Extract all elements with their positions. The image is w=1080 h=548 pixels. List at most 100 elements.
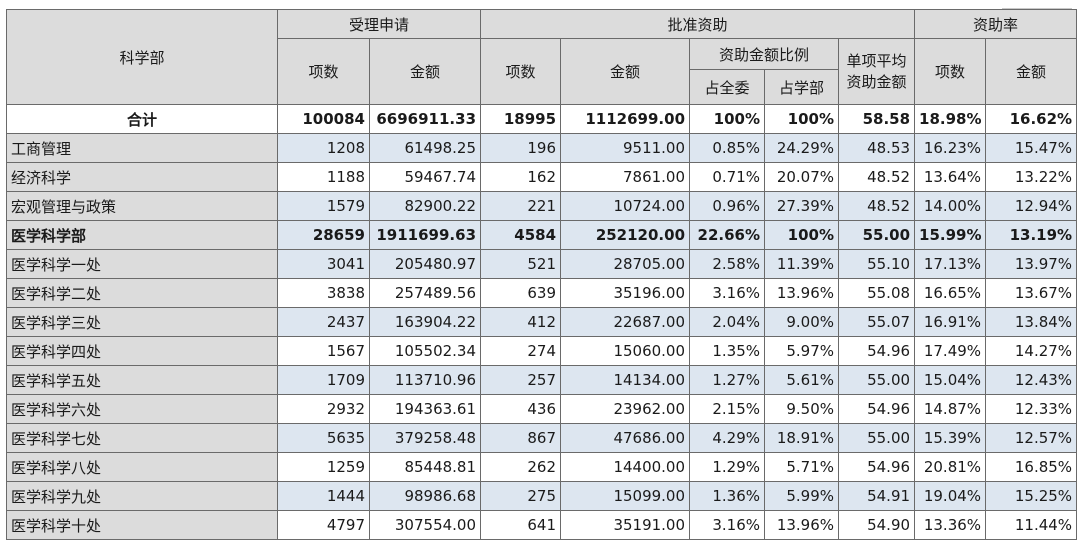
cell-share-dept: 13.96% (764, 278, 840, 308)
cell-avg: 54.96 (838, 336, 916, 366)
cell-avg: 54.90 (838, 510, 916, 540)
cell-share-all: 4.29% (689, 423, 766, 453)
cell-ok-amount: 1112699.00 (560, 104, 691, 134)
cell-app-amount: 6696911.33 (368, 104, 482, 134)
cell-ok-count: 257 (480, 365, 562, 395)
cell-avg: 55.00 (838, 220, 916, 250)
cell-ok-amount: 35196.00 (560, 278, 691, 308)
cell-ok-count: 162 (480, 162, 562, 192)
cell-rate-amount: 15.25% (985, 481, 1078, 511)
row-name: 医学科学五处 (6, 365, 278, 395)
cell-app-count: 2437 (277, 307, 370, 337)
header-rate-count: 项数 (914, 38, 987, 105)
cell-rate-amount: 16.85% (985, 452, 1078, 482)
header-share-all: 占全委 (689, 69, 766, 105)
table-row: 医学科学一处 3041 205480.97 521 28705.00 2.58%… (6, 249, 1078, 279)
cell-app-count: 3041 (277, 249, 370, 279)
table-row: 医学科学八处 1259 85448.81 262 14400.00 1.29% … (6, 452, 1078, 482)
cell-rate-amount: 13.84% (985, 307, 1078, 337)
cell-ok-count: 521 (480, 249, 562, 279)
cell-app-count: 3838 (277, 278, 370, 308)
header-rate-amount: 金额 (985, 38, 1078, 105)
cell-ok-amount: 14400.00 (560, 452, 691, 482)
cell-ok-count: 18995 (480, 104, 562, 134)
cell-ok-amount: 7861.00 (560, 162, 691, 192)
cell-avg: 55.08 (838, 278, 916, 308)
cell-avg: 54.91 (838, 481, 916, 511)
cell-share-all: 2.58% (689, 249, 766, 279)
cell-ok-amount: 22687.00 (560, 307, 691, 337)
header-ok-amount: 金额 (560, 38, 691, 105)
row-name: 医学科学七处 (6, 423, 278, 453)
cell-avg: 55.00 (838, 365, 916, 395)
cell-app-amount: 61498.25 (368, 133, 482, 163)
cell-ok-count: 641 (480, 510, 562, 540)
cell-rate-amount: 16.62% (985, 104, 1078, 134)
funding-table: 科学部 受理申请 批准资助 资助率 项数 金额 项数 金额 资助金额比例 单项平… (6, 9, 1078, 540)
cell-ok-count: 867 (480, 423, 562, 453)
cell-app-amount: 307554.00 (368, 510, 482, 540)
cell-app-count: 2932 (277, 394, 370, 424)
row-name: 医学科学六处 (6, 394, 278, 424)
table-row: 医学科学十处 4797 307554.00 641 35191.00 3.16%… (6, 510, 1078, 540)
cell-app-count: 28659 (277, 220, 370, 250)
cell-ok-amount: 28705.00 (560, 249, 691, 279)
cell-app-amount: 205480.97 (368, 249, 482, 279)
table-row: 经济科学 1188 59467.74 162 7861.00 0.71% 20.… (6, 162, 1078, 192)
cell-rate-count: 16.91% (914, 307, 987, 337)
cell-ok-amount: 15060.00 (560, 336, 691, 366)
table-row: 宏观管理与政策 1579 82900.22 221 10724.00 0.96%… (6, 191, 1078, 221)
header-rate: 资助率 (914, 9, 1078, 39)
cell-ok-amount: 15099.00 (560, 481, 691, 511)
cell-share-dept: 5.61% (764, 365, 840, 395)
cell-ok-amount: 252120.00 (560, 220, 691, 250)
cell-app-count: 1579 (277, 191, 370, 221)
cell-ok-amount: 47686.00 (560, 423, 691, 453)
cell-avg: 48.53 (838, 133, 916, 163)
cell-app-count: 100084 (277, 104, 370, 134)
row-name: 医学科学四处 (6, 336, 278, 366)
row-name: 宏观管理与政策 (6, 191, 278, 221)
cell-share-all: 1.35% (689, 336, 766, 366)
cell-share-all: 2.04% (689, 307, 766, 337)
cell-avg: 54.96 (838, 394, 916, 424)
cell-rate-amount: 11.44% (985, 510, 1078, 540)
cell-rate-count: 15.04% (914, 365, 987, 395)
cell-share-all: 22.66% (689, 220, 766, 250)
header-share-dept: 占学部 (764, 69, 840, 105)
cell-share-dept: 11.39% (764, 249, 840, 279)
cell-ok-count: 221 (480, 191, 562, 221)
cell-share-dept: 20.07% (764, 162, 840, 192)
header-approved: 批准资助 (480, 9, 916, 39)
cell-rate-count: 18.98% (914, 104, 987, 134)
cell-rate-count: 14.00% (914, 191, 987, 221)
corner-rule (1002, 0, 1072, 9)
cell-share-dept: 5.97% (764, 336, 840, 366)
cell-ok-amount: 23962.00 (560, 394, 691, 424)
table-row: 医学科学三处 2437 163904.22 412 22687.00 2.04%… (6, 307, 1078, 337)
cell-ok-count: 196 (480, 133, 562, 163)
cell-rate-amount: 13.22% (985, 162, 1078, 192)
table-row: 医学科学二处 3838 257489.56 639 35196.00 3.16%… (6, 278, 1078, 308)
cell-avg: 55.07 (838, 307, 916, 337)
cell-app-amount: 379258.48 (368, 423, 482, 453)
cell-avg: 54.96 (838, 452, 916, 482)
table-row: 医学科学四处 1567 105502.34 274 15060.00 1.35%… (6, 336, 1078, 366)
cell-rate-count: 15.99% (914, 220, 987, 250)
header-ratio: 资助金额比例 (689, 38, 840, 70)
cell-ok-count: 639 (480, 278, 562, 308)
cell-ok-count: 262 (480, 452, 562, 482)
cell-ok-count: 436 (480, 394, 562, 424)
row-name: 合计 (6, 104, 278, 134)
cell-rate-count: 17.13% (914, 249, 987, 279)
header-received: 受理申请 (276, 9, 482, 39)
cell-avg: 55.00 (838, 423, 916, 453)
cell-ok-count: 412 (480, 307, 562, 337)
cell-rate-amount: 12.33% (985, 394, 1078, 424)
cell-avg: 58.58 (838, 104, 916, 134)
cell-rate-amount: 13.97% (985, 249, 1078, 279)
cell-app-amount: 59467.74 (368, 162, 482, 192)
cell-share-all: 1.36% (689, 481, 766, 511)
cell-app-count: 1188 (277, 162, 370, 192)
cell-ok-amount: 10724.00 (560, 191, 691, 221)
